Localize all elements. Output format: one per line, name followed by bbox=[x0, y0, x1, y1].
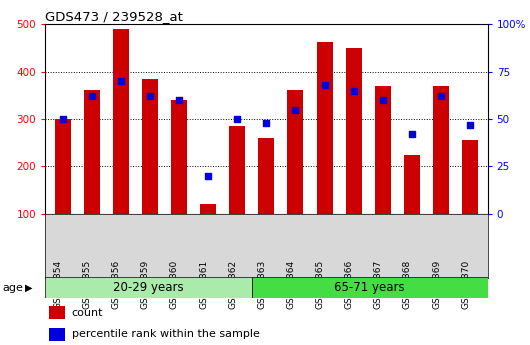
Bar bbox=[171, 100, 187, 214]
Text: count: count bbox=[72, 308, 103, 318]
Point bbox=[146, 93, 154, 99]
Bar bbox=[462, 140, 478, 214]
Bar bbox=[258, 138, 275, 214]
Bar bbox=[287, 90, 304, 214]
Point bbox=[262, 120, 270, 126]
Text: percentile rank within the sample: percentile rank within the sample bbox=[72, 329, 260, 339]
Bar bbox=[142, 79, 158, 214]
Bar bbox=[229, 126, 245, 214]
Text: 65-71 years: 65-71 years bbox=[334, 281, 405, 294]
Point bbox=[349, 88, 358, 93]
Point bbox=[378, 97, 387, 103]
Bar bbox=[49, 328, 65, 341]
Bar bbox=[346, 48, 361, 214]
Text: ▶: ▶ bbox=[25, 283, 33, 293]
Text: age: age bbox=[3, 283, 23, 293]
Bar bbox=[55, 119, 70, 214]
Bar bbox=[433, 86, 449, 214]
Point bbox=[408, 131, 416, 137]
Text: 20-29 years: 20-29 years bbox=[113, 281, 183, 294]
Bar bbox=[113, 29, 129, 214]
Point bbox=[437, 93, 445, 99]
Bar bbox=[200, 204, 216, 214]
Bar bbox=[252, 277, 488, 298]
Point bbox=[233, 116, 242, 122]
Point bbox=[117, 78, 125, 84]
Bar bbox=[375, 86, 391, 214]
Text: GDS473 / 239528_at: GDS473 / 239528_at bbox=[45, 10, 183, 23]
Bar bbox=[316, 42, 332, 214]
Point bbox=[175, 97, 183, 103]
Point bbox=[58, 116, 67, 122]
Point bbox=[320, 82, 329, 88]
Bar bbox=[45, 277, 252, 298]
Bar bbox=[84, 90, 100, 214]
Point bbox=[87, 93, 96, 99]
Point bbox=[204, 173, 213, 179]
Bar bbox=[49, 306, 65, 319]
Bar bbox=[404, 155, 420, 214]
Point bbox=[291, 107, 299, 112]
Point bbox=[466, 122, 474, 127]
